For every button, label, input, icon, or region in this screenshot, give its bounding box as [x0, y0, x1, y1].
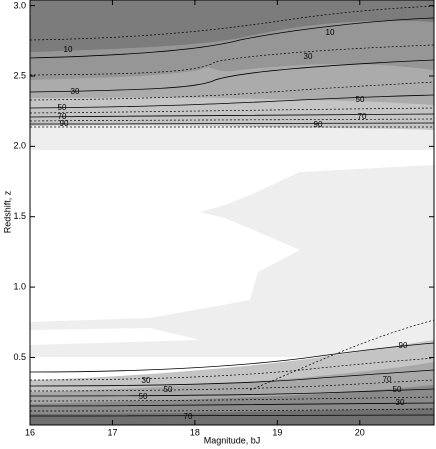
y-tick-label: 3.0: [13, 0, 26, 10]
contour-label: 90: [60, 119, 69, 128]
contour-label: 70: [383, 375, 392, 384]
contour-label: 70: [184, 412, 193, 421]
y-tick-label: 1.0: [13, 281, 26, 291]
contour-label: 50: [164, 385, 173, 394]
plot-frame: [29, 0, 435, 426]
contour-label: 30: [396, 398, 405, 407]
contour-label: 70: [358, 112, 367, 121]
y-tick-label: 1.5: [13, 211, 26, 221]
contour-label: 90: [314, 120, 323, 129]
y-tick-label: 2.5: [13, 70, 26, 80]
y-axis-label: Redshift, z: [2, 190, 12, 233]
x-tick-label: 16: [25, 427, 35, 437]
contour-label: 30: [71, 87, 80, 96]
x-tick-label: 20: [355, 427, 365, 437]
x-axis-label: Magnitude, bJ: [204, 435, 261, 445]
contour-label: 10: [326, 28, 335, 37]
contour-label: 30: [304, 52, 313, 61]
contour-label: 50: [393, 385, 402, 394]
contour-label: 90: [399, 341, 408, 350]
contour-label: 50: [139, 392, 148, 401]
x-tick-label: 18: [190, 427, 200, 437]
contour-label: 30: [142, 376, 151, 385]
contour-lines: [29, 5, 435, 417]
contour-label: 50: [356, 95, 365, 104]
contour-label: 50: [58, 103, 67, 112]
contour-label: 10: [64, 45, 73, 54]
x-tick-label: 17: [107, 427, 117, 437]
contour-fill: [30, 0, 434, 425]
y-tick-label: 0.5: [13, 352, 26, 362]
contour-label: 70: [58, 112, 67, 121]
x-tick-label: 19: [272, 427, 282, 437]
y-tick-label: 2.0: [13, 141, 26, 151]
